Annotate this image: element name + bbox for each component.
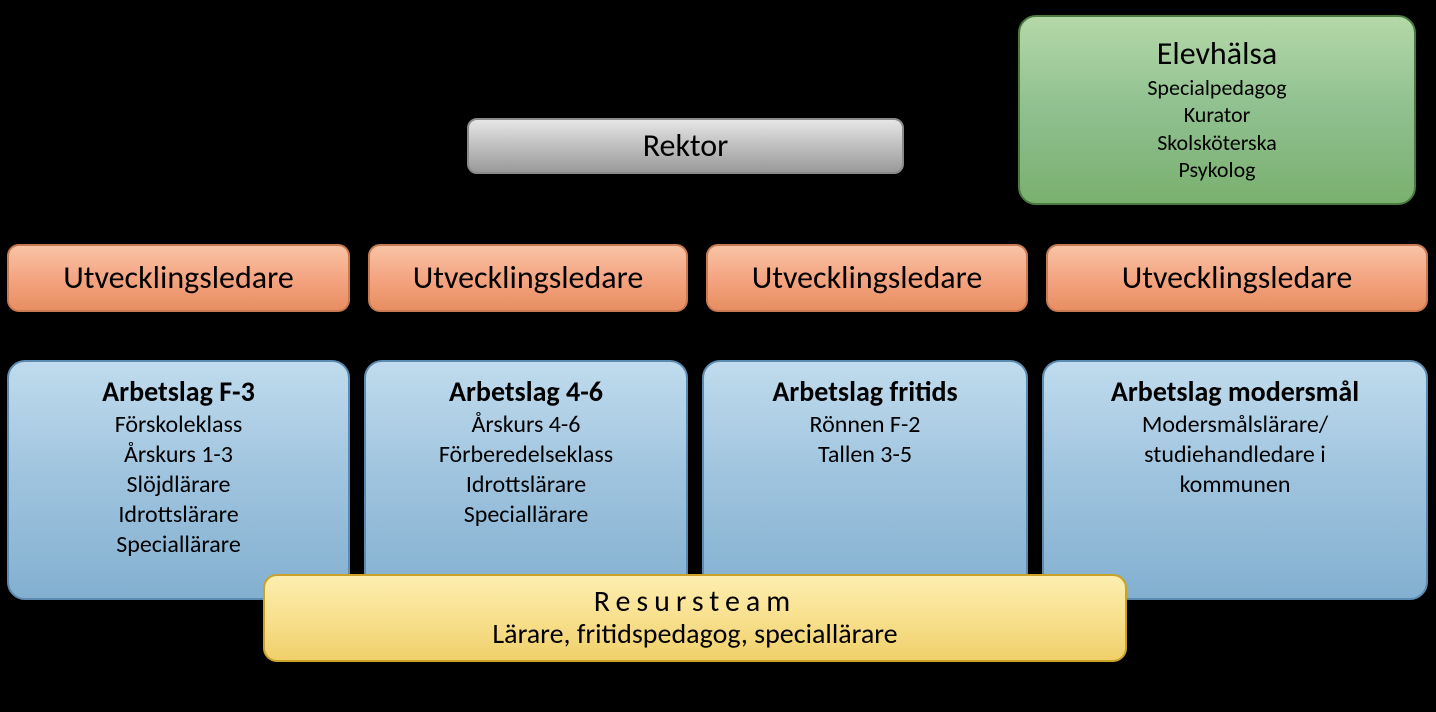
arbetslag-line: Idrottslärare bbox=[466, 470, 586, 500]
resursteam-title: Resursteam bbox=[594, 585, 797, 618]
utvecklingsledare-label: Utvecklingsledare bbox=[413, 260, 644, 297]
elevhalsa-line: Kurator bbox=[1184, 101, 1251, 129]
arbetslag-title: Arbetslag fritids bbox=[772, 376, 957, 408]
arbetslag-line: Speciallärare bbox=[116, 530, 241, 560]
arbetslag-box-3: Arbetslag modersmål Modersmålslärare/ st… bbox=[1042, 360, 1428, 600]
elevhalsa-line: Specialpedagog bbox=[1147, 74, 1286, 102]
arbetslag-box-0: Arbetslag F-3 Förskoleklass Årskurs 1-3 … bbox=[7, 360, 350, 600]
arbetslag-title: Arbetslag 4-6 bbox=[449, 376, 603, 408]
arbetslag-line: Förberedelseklass bbox=[439, 440, 613, 470]
arbetslag-line: kommunen bbox=[1180, 470, 1291, 500]
utvecklingsledare-box-2: Utvecklingsledare bbox=[706, 244, 1028, 312]
resursteam-box: Resursteam Lärare, fritidspedagog, speci… bbox=[263, 574, 1127, 662]
arbetslag-title: Arbetslag modersmål bbox=[1111, 376, 1359, 408]
arbetslag-line: Slöjdlärare bbox=[127, 470, 231, 500]
arbetslag-line: studiehandledare i bbox=[1144, 440, 1326, 470]
rektor-box: Rektor bbox=[467, 118, 904, 174]
arbetslag-line: Idrottslärare bbox=[118, 500, 238, 530]
arbetslag-line: Modersmålslärare/ bbox=[1142, 410, 1328, 440]
arbetslag-box-1: Arbetslag 4-6 Årskurs 4-6 Förberedelsekl… bbox=[364, 360, 688, 600]
utvecklingsledare-label: Utvecklingsledare bbox=[1122, 260, 1353, 297]
utvecklingsledare-box-0: Utvecklingsledare bbox=[7, 244, 350, 312]
resursteam-sub: Lärare, fritidspedagog, speciallärare bbox=[492, 618, 897, 650]
arbetslag-line: Rönnen F-2 bbox=[810, 410, 921, 440]
elevhalsa-title: Elevhälsa bbox=[1157, 36, 1278, 71]
rektor-label: Rektor bbox=[643, 128, 729, 165]
utvecklingsledare-label: Utvecklingsledare bbox=[63, 260, 294, 297]
utvecklingsledare-box-1: Utvecklingsledare bbox=[368, 244, 688, 312]
arbetslag-line: Årskurs 4-6 bbox=[472, 410, 581, 440]
elevhalsa-line: Skolsköterska bbox=[1157, 129, 1277, 157]
arbetslag-line: Speciallärare bbox=[464, 500, 589, 530]
arbetslag-line: Tallen 3-5 bbox=[818, 440, 912, 470]
utvecklingsledare-box-3: Utvecklingsledare bbox=[1046, 244, 1428, 312]
utvecklingsledare-label: Utvecklingsledare bbox=[752, 260, 983, 297]
elevhalsa-box: Elevhälsa Specialpedagog Kurator Skolskö… bbox=[1018, 15, 1416, 205]
arbetslag-box-2: Arbetslag fritids Rönnen F-2 Tallen 3-5 bbox=[702, 360, 1028, 600]
arbetslag-line: Förskoleklass bbox=[115, 410, 243, 440]
arbetslag-line: Årskurs 1-3 bbox=[124, 440, 233, 470]
arbetslag-title: Arbetslag F-3 bbox=[102, 376, 255, 408]
elevhalsa-line: Psykolog bbox=[1178, 156, 1255, 184]
